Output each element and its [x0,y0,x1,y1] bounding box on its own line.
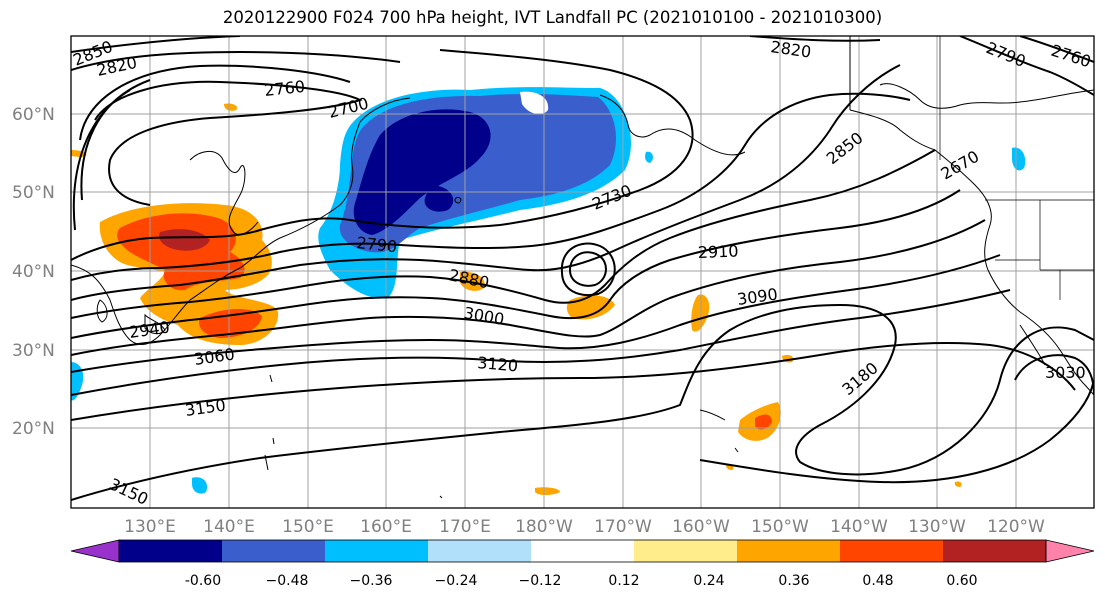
political-borders [939,36,1094,300]
colorbar-segment [943,540,1046,562]
colorbar-segment [531,540,634,562]
colorbar-segment [325,540,428,562]
lon-label: 170°W [594,517,652,537]
map-title: 2020122900 F024 700 hPa height, IVT Land… [222,8,883,27]
colorbar-segment [428,540,531,562]
colorbar-tick-label: 0.36 [778,573,809,589]
lon-label: 130°E [124,517,176,537]
colorbar-segments [70,539,1095,563]
lon-label: 150°E [282,517,334,537]
colorbar-extension-high [1045,539,1095,563]
colorbar-tick-label: −0.36 [350,573,393,589]
colorbar-segment [840,540,943,562]
lon-label: 160°E [360,517,412,537]
colorbar-outline [118,539,1047,563]
colorbar-tick-label: −0.24 [435,573,478,589]
colorbar: -0.60 −0.48 −0.36 −0.24 −0.12 0.12 0.24 … [70,539,1095,589]
colorbar-tick-label: −0.48 [266,573,309,589]
colorbar-segment [222,540,325,562]
lon-label: 140°W [830,517,888,537]
contour-label: 2760 [263,77,305,100]
colorbar-tick-label: 0.12 [608,573,639,589]
lon-label: 130°W [908,517,966,537]
colorbar-extension-low [70,539,120,563]
colorbar-segment [634,540,737,562]
contour-label: 2910 [697,242,738,262]
lon-label: 170°E [439,517,491,537]
colorbar-tick-label: 0.60 [946,573,977,589]
lat-label: 60°N [12,105,55,125]
colorbar-tick-label: -0.60 [185,573,221,589]
lon-label: 120°W [987,517,1045,537]
contour-label: 3030 [1045,363,1086,382]
colorbar-segment [119,540,222,562]
lat-label: 50°N [12,183,55,203]
lon-label: 140°E [203,517,255,537]
lat-label: 30°N [12,341,55,361]
contour-label: 3120 [477,353,519,375]
lon-label: 150°W [751,517,809,537]
colorbar-tick-labels: -0.60 −0.48 −0.36 −0.24 −0.12 0.12 0.24 … [185,573,978,589]
lat-label: 20°N [12,419,55,439]
colorbar-segment [737,540,840,562]
colorbar-tick-label: 0.48 [862,573,893,589]
graticule [71,36,1094,508]
colorbar-tick-label: −0.12 [519,573,562,589]
lon-label: 180°W [515,517,573,537]
height-contours [71,36,1094,501]
lat-label: 40°N [12,262,55,282]
coastlines [71,36,1094,499]
colorbar-tick-label: 0.24 [693,573,724,589]
longitude-labels: 130°E 140°E 150°E 160°E 170°E 180°W 170°… [124,517,1045,537]
latitude-labels: 60°N 50°N 40°N 30°N 20°N [12,105,55,439]
lon-label: 160°W [672,517,730,537]
contour-label: 2790 [356,233,398,256]
map-border [70,35,1095,509]
